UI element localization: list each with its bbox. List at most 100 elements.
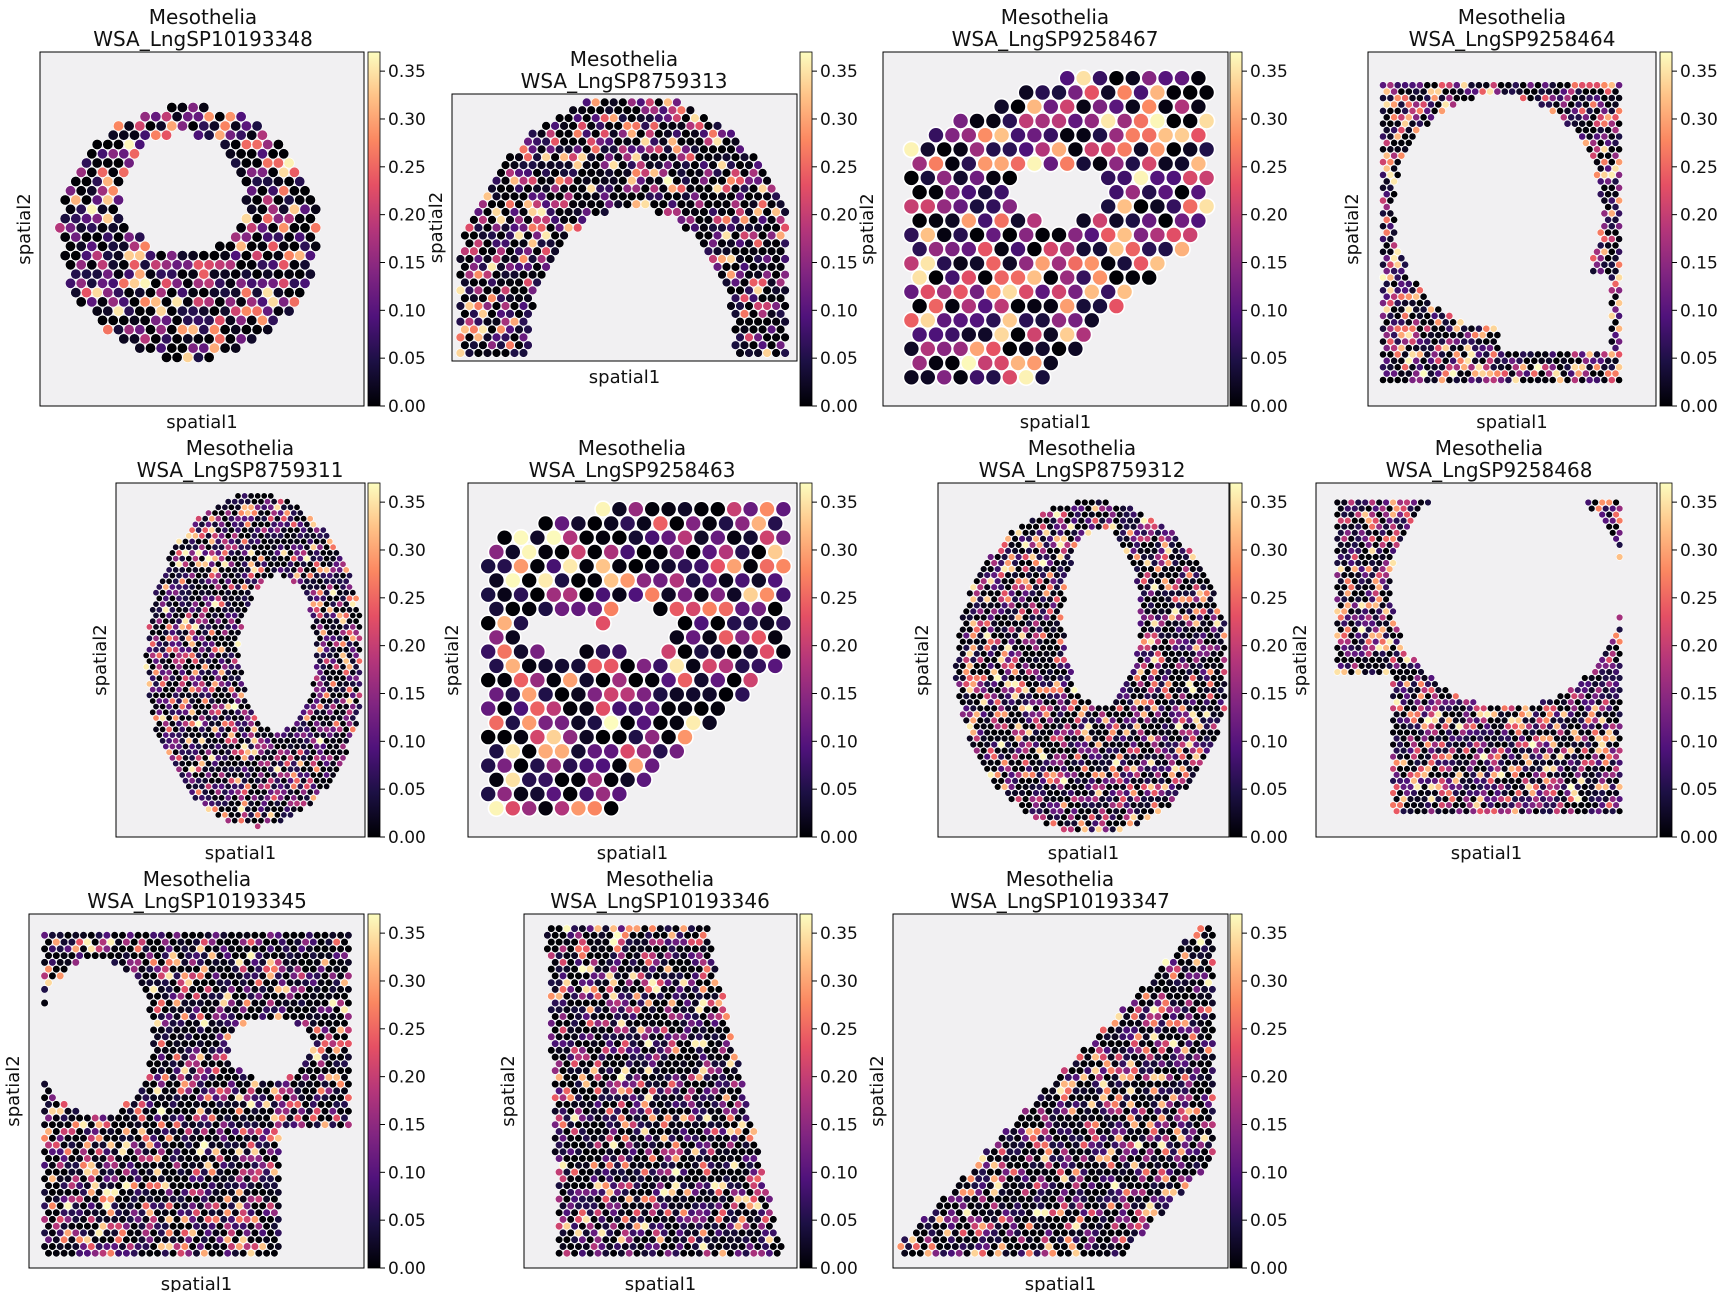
spot xyxy=(712,136,723,147)
spot xyxy=(251,176,263,188)
spot xyxy=(1168,601,1176,610)
spot xyxy=(482,348,493,358)
spot xyxy=(766,340,777,350)
spot xyxy=(1412,292,1421,301)
spot xyxy=(512,528,530,547)
spot xyxy=(1042,154,1060,173)
spot xyxy=(290,782,298,790)
spot xyxy=(1107,154,1126,173)
spot xyxy=(1596,100,1605,109)
spot xyxy=(528,557,547,576)
spot xyxy=(205,520,213,528)
spot xyxy=(182,697,190,705)
spot xyxy=(1140,211,1158,230)
spot xyxy=(1107,183,1126,201)
spot xyxy=(1000,112,1019,130)
spot xyxy=(329,691,337,699)
spot xyxy=(1452,324,1461,333)
spot xyxy=(1611,369,1620,378)
x-axis-label: spatial1 xyxy=(597,843,668,864)
spot xyxy=(349,714,357,722)
spot xyxy=(211,703,219,711)
spot xyxy=(610,642,629,661)
spot xyxy=(162,640,170,648)
spot xyxy=(976,619,984,628)
spot xyxy=(910,154,929,173)
spot xyxy=(1154,625,1162,634)
spot xyxy=(753,191,763,202)
spot xyxy=(244,805,252,813)
spot xyxy=(651,713,670,732)
spot xyxy=(1438,376,1446,384)
spot xyxy=(1438,324,1446,333)
spot xyxy=(1593,363,1601,372)
spot xyxy=(244,703,252,711)
spot xyxy=(455,348,466,358)
spot xyxy=(536,207,547,217)
spot xyxy=(139,277,151,289)
spot xyxy=(1107,240,1126,258)
spot xyxy=(201,708,209,716)
spot xyxy=(240,287,252,299)
spot xyxy=(1011,740,1019,749)
spot xyxy=(1192,644,1201,652)
spot xyxy=(1401,94,1409,102)
spot xyxy=(1397,254,1406,263)
spot xyxy=(224,129,236,141)
spot xyxy=(1168,674,1176,682)
spot xyxy=(211,771,219,779)
spot xyxy=(326,686,334,694)
spot xyxy=(986,565,995,573)
spot xyxy=(943,240,962,258)
spot xyxy=(203,333,215,345)
spot xyxy=(296,532,304,540)
spot xyxy=(1611,215,1620,224)
spot xyxy=(1124,240,1142,258)
colorbar-tick-label: 0.30 xyxy=(820,110,858,130)
spot xyxy=(1148,169,1167,187)
spot xyxy=(1161,758,1169,767)
spot xyxy=(581,207,592,217)
spot xyxy=(1164,607,1173,616)
spot xyxy=(1000,746,1009,755)
spot xyxy=(523,199,533,209)
spot xyxy=(65,259,77,271)
spot xyxy=(618,176,628,186)
spot xyxy=(672,144,682,155)
spot xyxy=(1445,324,1454,333)
spot xyxy=(1213,704,1221,712)
spot xyxy=(717,657,735,675)
spot xyxy=(1467,376,1476,384)
spot xyxy=(951,311,970,330)
spot xyxy=(532,230,542,241)
spot xyxy=(1060,752,1068,761)
spot xyxy=(1404,279,1413,288)
spot xyxy=(753,270,763,280)
spot xyxy=(277,805,285,813)
spot xyxy=(1456,369,1465,378)
spot xyxy=(218,771,226,779)
spot xyxy=(1056,698,1065,706)
spot xyxy=(992,211,1011,230)
spot xyxy=(1452,376,1461,384)
spot xyxy=(1456,318,1465,327)
spot xyxy=(973,589,981,597)
spot xyxy=(267,754,275,762)
spot xyxy=(1382,369,1391,378)
spot xyxy=(257,498,265,506)
spot xyxy=(1206,631,1215,640)
spot xyxy=(235,148,247,160)
spot xyxy=(608,144,619,155)
spot xyxy=(198,646,206,654)
spot xyxy=(205,748,213,756)
spot xyxy=(1136,680,1145,688)
spot xyxy=(251,213,263,225)
spot xyxy=(97,240,109,252)
spot xyxy=(962,692,970,700)
spot xyxy=(717,628,735,647)
spot xyxy=(762,191,772,202)
spot xyxy=(1401,107,1409,115)
spot xyxy=(482,207,493,217)
spot xyxy=(86,296,98,308)
spot xyxy=(1164,631,1173,640)
